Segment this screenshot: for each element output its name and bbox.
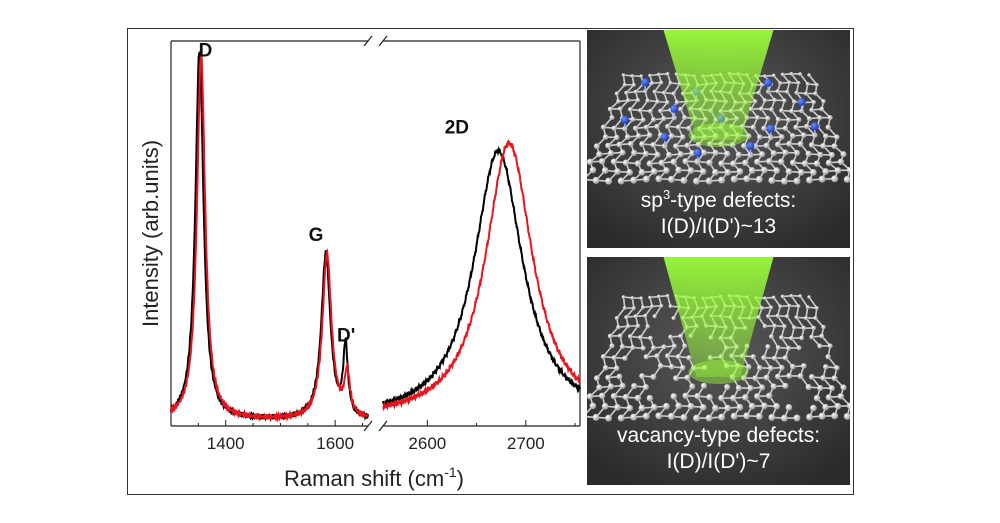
x-tick-label: 1600 (316, 434, 354, 453)
spectrum-line-series-1-segment-1 (170, 50, 369, 423)
x-axis-title: Raman shift (cm-1) (284, 464, 464, 491)
sp3-caption: sp3-type defects: I(D)/I(D')~13 (587, 188, 850, 240)
peak-label: D' (337, 325, 355, 346)
spectrum-line-series-2-segment-1 (170, 51, 369, 423)
spectrum-line-series-1-segment-2 (382, 145, 581, 408)
defect-atom-icon (670, 104, 679, 113)
defect-atom-icon (766, 124, 775, 133)
raman-spectrum-chart: 1400 1600 2600 2700 Intensity (arb.units) Ra… (138, 35, 581, 491)
vacancy-caption: vacancy-type defects: I(D)/I(D')~7 (587, 423, 850, 475)
sp3-caption-suffix: -type defects: (670, 189, 797, 212)
laser-spot (688, 123, 749, 147)
y-axis-title: Intensity (arb.units) (138, 140, 163, 327)
peak-label: D (199, 40, 213, 61)
spectrum-line-series-2-segment-2 (382, 138, 581, 412)
defect-atom-icon (620, 115, 629, 124)
axis-break-mark (363, 35, 373, 47)
vacancy-defects-panel: vacancy-type defects: I(D)/I(D')~7 (587, 257, 850, 485)
axis-break-mark (378, 35, 388, 47)
x-tick-label: 2600 (408, 434, 446, 453)
axis-break-mark (378, 420, 388, 432)
defect-atom-icon (660, 132, 669, 141)
defect-atom-icon (746, 141, 755, 150)
vacancy-ratio: I(D)/I(D')~7 (666, 450, 771, 473)
sp3-caption-prefix: sp (640, 189, 663, 212)
peak-label: 2D (445, 117, 469, 138)
sp3-caption-superscript: 3 (662, 187, 671, 202)
x-tick-label: 2700 (507, 434, 545, 453)
defect-atom-icon (797, 97, 806, 106)
axis-break-mark (363, 420, 373, 432)
laser-beam (663, 257, 774, 377)
defect-atom-icon (641, 78, 650, 87)
peak-label: G (309, 225, 324, 246)
vacancy-caption-title: vacancy-type defects: (616, 424, 821, 447)
defect-atom-icon (764, 78, 773, 87)
sp3-defects-panel: sp3-type defects: I(D)/I(D')~13 (587, 30, 850, 248)
laser-spot (688, 360, 749, 384)
sp3-ratio: I(D)/I(D')~13 (660, 215, 777, 238)
laser-beam (663, 30, 774, 140)
sp3-lattice-illustration (587, 30, 850, 248)
defect-atom-icon (810, 122, 819, 131)
vacancy-lattice-illustration (587, 257, 850, 485)
defect-atom-icon (693, 148, 702, 157)
x-tick-label: 1400 (207, 434, 245, 453)
